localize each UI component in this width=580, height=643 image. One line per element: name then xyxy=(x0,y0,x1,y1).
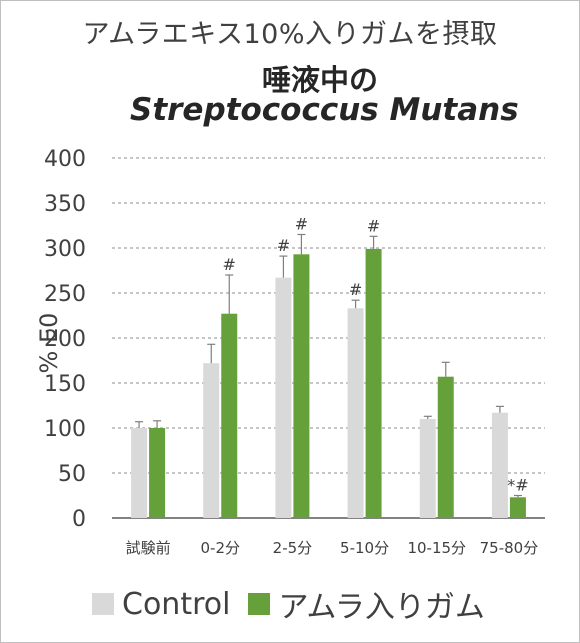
bar-amla-gum xyxy=(221,313,238,518)
bar-amla-gum xyxy=(149,428,166,518)
bar-control xyxy=(347,308,364,518)
legend-item-amla-gum: アムラ入りガム xyxy=(248,582,485,626)
chart-title: アムラエキス10%入りガムを摂取 xyxy=(82,19,498,50)
bar-control xyxy=(419,419,436,518)
significance-marker: # xyxy=(349,280,362,299)
bar-amla-gum xyxy=(437,376,454,518)
bar-amla-gum xyxy=(365,248,382,518)
legend-swatch-control xyxy=(92,593,114,615)
bar-control xyxy=(491,412,508,518)
x-tick-label: 10-15分 xyxy=(407,539,466,557)
y-tick-label: 300 xyxy=(44,237,86,262)
significance-marker: # xyxy=(295,215,308,234)
legend-label-amla-gum: アムラ入りガム xyxy=(278,590,485,625)
y-tick-label: 200 xyxy=(44,327,86,352)
significance-marker: *# xyxy=(507,476,528,495)
chart-subtitle-line2: Streptococcus Mutans xyxy=(130,92,519,128)
significance-marker: # xyxy=(367,216,380,235)
bar-amla-gum xyxy=(509,497,526,518)
legend: Control アムラ入りガム xyxy=(92,582,503,626)
bar-amla-gum xyxy=(293,254,310,519)
y-tick-label: 0 xyxy=(72,507,86,532)
y-tick-label: 250 xyxy=(44,282,86,307)
x-tick-label: 5-10分 xyxy=(340,539,389,557)
x-tick-label: 試験前 xyxy=(126,539,171,557)
significance-marker: # xyxy=(277,236,290,255)
y-tick-label: 100 xyxy=(44,417,86,442)
legend-item-control: Control xyxy=(92,587,230,622)
legend-swatch-amla-gum xyxy=(248,593,271,615)
x-tick-label: 75-80分 xyxy=(480,539,539,557)
y-tick-label: 350 xyxy=(44,192,86,217)
bar-control xyxy=(275,277,292,518)
y-tick-label: 150 xyxy=(44,372,86,397)
bar-control xyxy=(131,428,148,518)
legend-label-control: Control xyxy=(122,586,231,622)
x-tick-label: 2-5分 xyxy=(273,539,313,557)
bar-control xyxy=(203,363,220,518)
x-tick-label: 0-2分 xyxy=(201,539,241,557)
y-tick-label: 50 xyxy=(58,462,86,487)
significance-marker: # xyxy=(223,255,236,274)
chart-subtitle-line1: 唾液中の xyxy=(262,63,379,97)
y-tick-label: 400 xyxy=(44,147,86,172)
